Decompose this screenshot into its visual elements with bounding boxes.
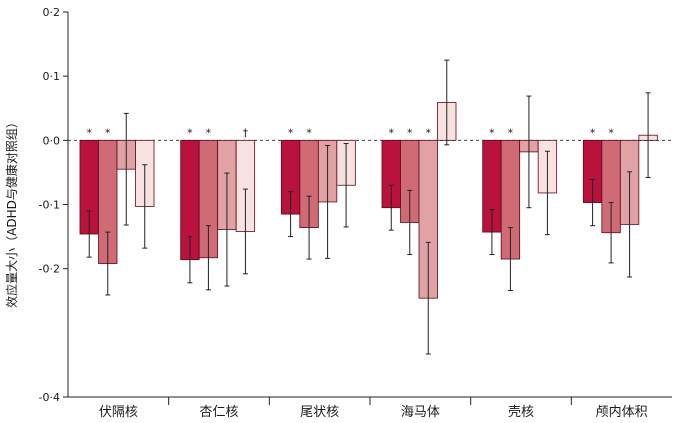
- category-label: 尾状核: [300, 405, 339, 420]
- significance-marker: *: [508, 126, 514, 139]
- bars: [79, 102, 658, 299]
- significance-marker: *: [608, 126, 614, 139]
- significance-marker: *: [389, 126, 395, 139]
- category-label: 壳核: [508, 405, 534, 420]
- significance-marker: †: [243, 126, 249, 139]
- significance-marker: *: [288, 126, 294, 139]
- y-tick-label: -0·1: [39, 199, 60, 212]
- y-tick-label: 0·2: [43, 6, 61, 19]
- y-tick-label: -0·4: [39, 391, 60, 404]
- significance-marker: *: [187, 126, 193, 139]
- significance-marker: *: [105, 126, 111, 139]
- y-tick-label: 0·0: [43, 134, 61, 147]
- axes: 0·2 0·1 0·0 -0·1 -0·2 -0·4: [39, 6, 672, 405]
- significance-marker: *: [426, 126, 432, 139]
- category-label: 伏隔核: [99, 405, 138, 420]
- significance-marker: *: [206, 126, 212, 139]
- category-label: 杏仁核: [199, 405, 238, 420]
- significance-marker: *: [489, 126, 495, 139]
- y-tick-label: -0·2: [39, 263, 60, 276]
- category-labels: 伏隔核 杏仁核 尾状核 海马体 壳核 颅内体积: [99, 404, 648, 420]
- y-tick-label: 0·1: [43, 70, 61, 83]
- significance-marker: *: [590, 126, 596, 139]
- y-axis-label: 效应量大小（ADHD与健康对照组）: [4, 116, 19, 308]
- significance-marker: *: [87, 126, 93, 139]
- category-label: 颅内体积: [596, 404, 648, 420]
- significance-marker: *: [407, 126, 413, 139]
- category-label: 海马体: [401, 405, 440, 420]
- error-bars: [86, 59, 651, 355]
- significance-marker: *: [306, 126, 312, 139]
- significance-markers: * * * * † * * * * * * * * *: [87, 126, 615, 139]
